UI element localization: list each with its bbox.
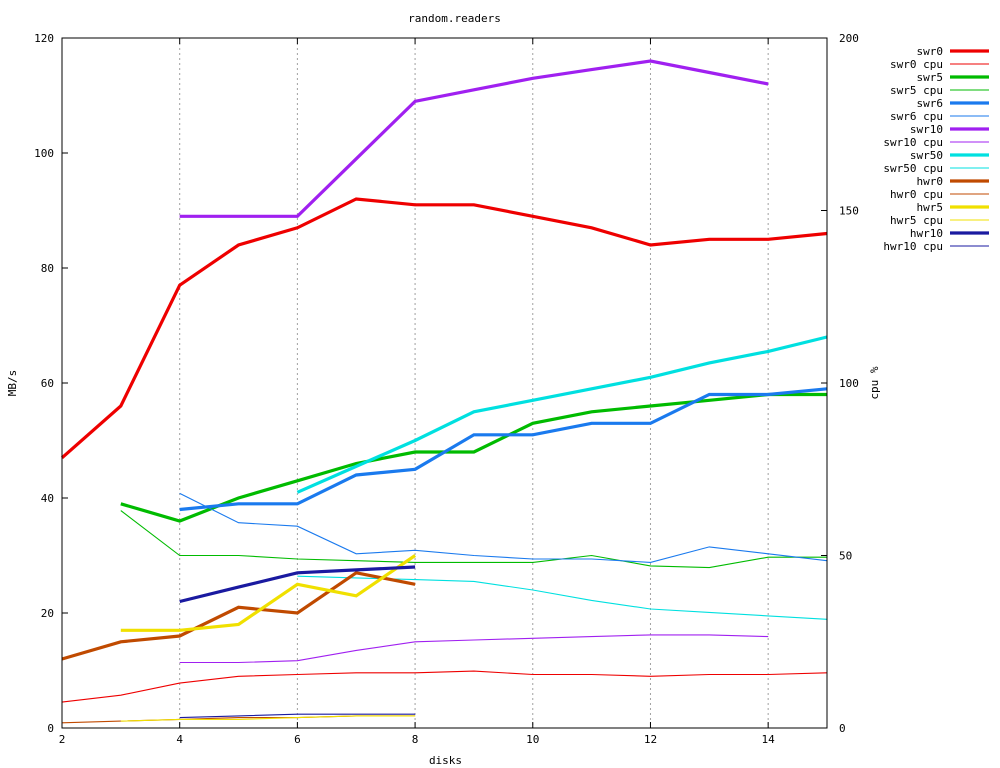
series-line-swr0 <box>60 197 828 460</box>
series-line-hwr10-cpu <box>179 713 416 719</box>
y-tick-label: 20 <box>41 607 54 620</box>
legend-label-swr10-cpu: swr10 cpu <box>883 136 943 149</box>
legend-label-swr6-cpu: swr6 cpu <box>890 110 943 123</box>
y-tick-label: 100 <box>34 147 54 160</box>
axes: 2 4 6 8 10 12 14 0 20 40 60 80 100 120 0 50 100 150 200 <box>34 32 859 746</box>
series-line-swr5-cpu <box>120 510 827 569</box>
series-line-swr10-cpu <box>179 634 769 664</box>
series-line-swr10 <box>179 59 769 218</box>
chart-title: random.readers <box>408 12 501 25</box>
series-line-swr6-cpu <box>179 492 828 563</box>
series-line-swr0-cpu <box>61 670 828 703</box>
y-tick-label: 80 <box>41 262 54 275</box>
y2-tick-label: 0 <box>839 722 846 735</box>
y-tick-label: 120 <box>34 32 54 45</box>
legend-label-swr10: swr10 <box>910 123 943 136</box>
x-tick-label: 8 <box>412 733 419 746</box>
grid-lines <box>179 38 769 728</box>
x-tick-label: 12 <box>644 733 657 746</box>
y2-tick-label: 150 <box>839 205 859 218</box>
x-axis-label: disks <box>429 754 462 767</box>
series-line-hwr0 <box>61 571 416 661</box>
x-tick-label: 14 <box>762 733 776 746</box>
y-tick-label: 40 <box>41 492 54 505</box>
series-line-hwr5-cpu <box>120 715 416 722</box>
legend-label-swr0-cpu: swr0 cpu <box>890 58 943 71</box>
legend-label-swr5: swr5 <box>917 71 944 84</box>
series-line-swr6 <box>179 387 828 512</box>
y-axis-label: MB/s <box>6 370 19 397</box>
legend-label-hwr0-cpu: hwr0 cpu <box>890 188 943 201</box>
series-line-hwr10 <box>179 565 416 604</box>
plot-series <box>60 59 828 724</box>
series-line-swr5 <box>120 392 827 523</box>
legend-label-hwr10: hwr10 <box>910 227 943 240</box>
x-tick-label: 6 <box>294 733 301 746</box>
series-line-hwr5 <box>120 554 417 632</box>
legend-label-hwr0: hwr0 <box>917 175 944 188</box>
legend-label-swr5-cpu: swr5 cpu <box>890 84 943 97</box>
y-tick-label: 60 <box>41 377 54 390</box>
legend-label-hwr5-cpu: hwr5 cpu <box>890 214 943 227</box>
y2-tick-label: 50 <box>839 550 852 563</box>
y2-axis-label: cpu % <box>868 366 881 399</box>
x-tick-label: 2 <box>59 733 66 746</box>
y-tick-label: 0 <box>47 722 54 735</box>
legend-label-swr50: swr50 <box>910 149 943 162</box>
legend-label-swr0: swr0 <box>917 45 944 58</box>
series-line-swr50 <box>296 335 828 494</box>
legend-label-hwr10-cpu: hwr10 cpu <box>883 240 943 253</box>
y2-tick-label: 200 <box>839 32 859 45</box>
legend-label-swr50-cpu: swr50 cpu <box>883 162 943 175</box>
legend-label-hwr5: hwr5 <box>917 201 944 214</box>
x-tick-label: 4 <box>176 733 183 746</box>
x-tick-label: 10 <box>526 733 539 746</box>
y2-tick-label: 100 <box>839 377 859 390</box>
legend-label-swr6: swr6 <box>917 97 944 110</box>
